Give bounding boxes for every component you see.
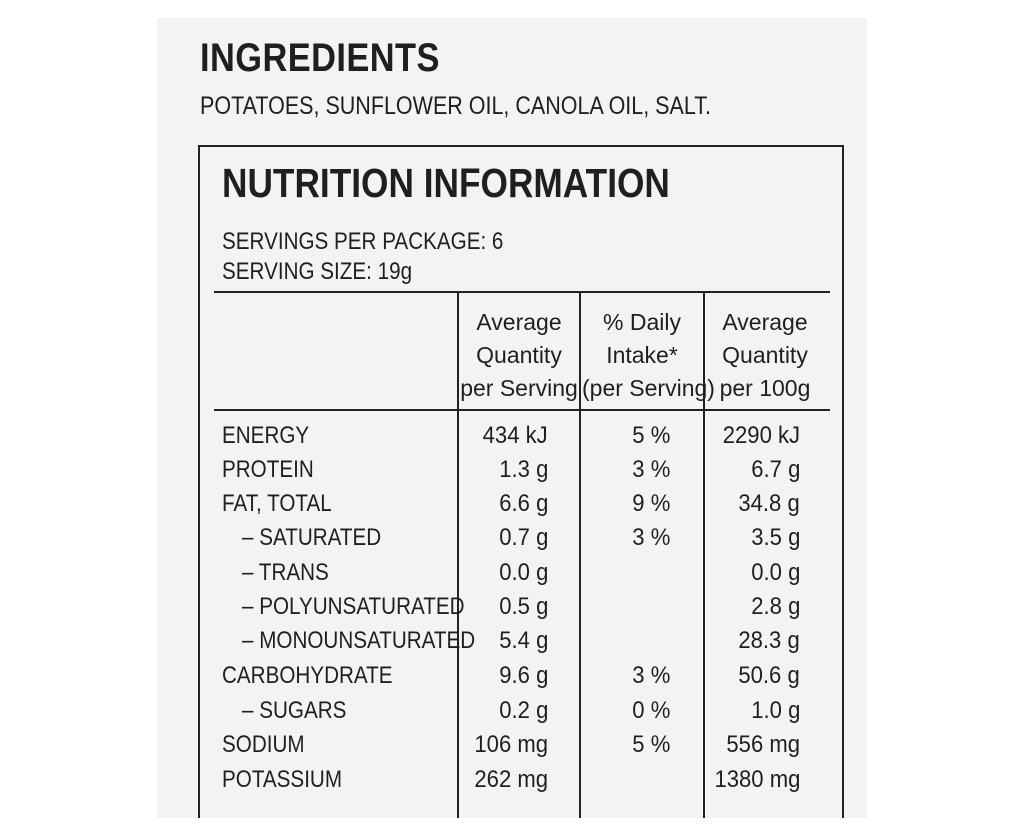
column-header-line: per Serving	[460, 375, 578, 401]
per-100g-value: 0.0 g	[750, 559, 800, 586]
column-divider	[457, 291, 459, 818]
per-100g-value: 28.3 g	[738, 627, 800, 654]
daily-intake-value: 3 %	[631, 524, 670, 551]
table-row: – SUGARS 0.2 g 0 % 1.0 g	[0, 697, 1024, 731]
per-serving-value: 9.6 g	[498, 662, 548, 689]
nutrient-label: CARBOHYDRATE	[222, 662, 393, 689]
per-serving-value: 0.5 g	[498, 593, 548, 620]
per-100g-value: 6.7 g	[750, 456, 800, 483]
per-serving-value: 0.0 g	[498, 559, 548, 586]
nutrition-title: NUTRITION INFORMATION	[222, 160, 670, 206]
table-row: – POLYUNSATURATED 0.5 g 2.8 g	[0, 593, 1024, 627]
per-100g-value: 1380 mg	[714, 766, 800, 793]
column-header-line: Intake*	[606, 342, 678, 368]
column-header-line: Quantity	[722, 342, 808, 368]
column-header-daily-intake: % Daily Intake* (per Serving)	[582, 306, 715, 405]
per-serving-value: 0.2 g	[498, 697, 548, 724]
daily-intake-value: 0 %	[631, 697, 670, 724]
nutrient-label: PROTEIN	[222, 456, 314, 483]
daily-intake-value: 5 %	[631, 422, 670, 449]
column-header-per-100g: Average Quantity per 100g	[706, 306, 824, 405]
per-serving-value: 262 mg	[474, 766, 548, 793]
ingredients-text: POTATOES, SUNFLOWER OIL, CANOLA OIL, SAL…	[200, 92, 711, 120]
per-serving-value: 1.3 g	[498, 456, 548, 483]
column-header-line: Quantity	[476, 342, 562, 368]
table-row: CARBOHYDRATE 9.6 g 3 % 50.6 g	[0, 662, 1024, 696]
label-panel	[157, 18, 867, 818]
table-row: SODIUM 106 mg 5 % 556 mg	[0, 731, 1024, 765]
daily-intake-value: 5 %	[631, 731, 670, 758]
table-row: – TRANS 0.0 g 0.0 g	[0, 559, 1024, 593]
table-row: FAT, TOTAL 6.6 g 9 % 34.8 g	[0, 490, 1024, 524]
nutrition-panel	[198, 145, 844, 818]
per-serving-value: 106 mg	[474, 731, 548, 758]
nutrient-label: – TRANS	[242, 559, 329, 586]
daily-intake-value: 9 %	[631, 490, 670, 517]
column-header-line: per 100g	[719, 375, 811, 401]
per-serving-value: 434 kJ	[482, 422, 548, 449]
per-100g-value: 556 mg	[726, 731, 800, 758]
per-100g-value: 1.0 g	[750, 697, 800, 724]
serving-size: SERVING SIZE: 19g	[222, 258, 413, 285]
column-header-line: Average	[722, 309, 808, 335]
table-row: ENERGY 434 kJ 5 % 2290 kJ	[0, 422, 1024, 456]
per-serving-value: 5.4 g	[498, 627, 548, 654]
per-100g-value: 3.5 g	[750, 524, 800, 551]
per-100g-value: 2.8 g	[750, 593, 800, 620]
table-row: – SATURATED 0.7 g 3 % 3.5 g	[0, 524, 1024, 558]
nutrient-label: SODIUM	[222, 731, 305, 758]
per-100g-value: 50.6 g	[738, 662, 800, 689]
column-divider	[579, 291, 581, 818]
table-top-rule	[214, 291, 830, 293]
nutrient-label: – SUGARS	[242, 697, 347, 724]
ingredients-title: INGREDIENTS	[200, 36, 440, 80]
daily-intake-value: 3 %	[631, 662, 670, 689]
table-row: POTASSIUM 262 mg 1380 mg	[0, 766, 1024, 800]
nutrient-label: – POLYUNSATURATED	[242, 593, 465, 620]
daily-intake-value: 3 %	[631, 456, 670, 483]
column-header-per-serving: Average Quantity per Serving	[460, 306, 578, 405]
servings-per-package: SERVINGS PER PACKAGE: 6	[222, 228, 504, 255]
nutrient-label: POTASSIUM	[222, 766, 343, 793]
nutrient-label: – SATURATED	[242, 524, 382, 551]
per-100g-value: 34.8 g	[738, 490, 800, 517]
column-divider	[703, 291, 705, 818]
header-rule	[214, 409, 830, 411]
column-header-line: (per Serving)	[582, 375, 715, 401]
table-row: PROTEIN 1.3 g 3 % 6.7 g	[0, 456, 1024, 490]
per-serving-value: 6.6 g	[498, 490, 548, 517]
nutrient-label: ENERGY	[222, 422, 310, 449]
per-serving-value: 0.7 g	[498, 524, 548, 551]
per-100g-value: 2290 kJ	[722, 422, 800, 449]
table-row: – MONOUNSATURATED 5.4 g 28.3 g	[0, 627, 1024, 661]
column-header-line: Average	[476, 309, 562, 335]
nutrient-label: – MONOUNSATURATED	[242, 627, 476, 654]
column-header-line: % Daily	[603, 309, 681, 335]
nutrient-label: FAT, TOTAL	[222, 490, 332, 517]
